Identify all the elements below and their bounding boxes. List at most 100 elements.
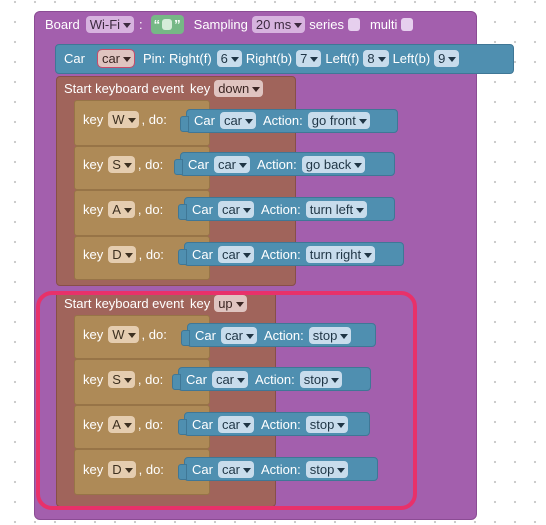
chevron-down-icon (294, 22, 303, 28)
key-handler-row: key S , do: (83, 371, 163, 388)
handler-key-value: A (112, 417, 121, 432)
handler-do-label: , do: (141, 326, 167, 342)
chevron-down-icon (124, 252, 133, 258)
action-value: go front (311, 113, 356, 128)
car-action-row: Car car Action: turn right (192, 246, 376, 263)
action-car-dropdown[interactable]: car (217, 416, 255, 433)
board-mode-value: Wi-Fi (89, 17, 121, 32)
handler-key-label: key (83, 461, 104, 477)
pin-right-f-label: Pin: Right(f) (143, 50, 212, 66)
block-connector (178, 464, 187, 480)
action-car-dropdown[interactable]: car (211, 371, 249, 388)
action-car-dropdown[interactable]: car (220, 327, 258, 344)
sampling-label: Sampling (193, 16, 248, 32)
action-label: Action: (261, 416, 301, 432)
key-state-dropdown[interactable]: up (214, 295, 247, 312)
chevron-down-icon (123, 162, 132, 168)
handler-do-label: , do: (137, 201, 164, 217)
handler-key-dropdown[interactable]: D (108, 461, 136, 478)
action-car-dropdown[interactable]: car (217, 246, 255, 263)
handler-do-label: , do: (138, 246, 164, 262)
handler-key-dropdown[interactable]: W (108, 326, 139, 343)
right-b-dropdown[interactable]: 7 (296, 50, 322, 67)
handler-do-label: , do: (137, 156, 164, 172)
car-action-row: Car car Action: stop (186, 371, 343, 388)
multi-checkbox[interactable] (401, 18, 414, 31)
string-quote-block[interactable]: “” (150, 15, 184, 34)
multi-label: multi (369, 16, 398, 32)
block-connector (172, 374, 181, 390)
action-dropdown[interactable]: go back (301, 156, 366, 173)
key-state-value: down (218, 81, 250, 96)
action-label: Action: (257, 156, 297, 172)
handler-key-dropdown[interactable]: D (108, 246, 136, 263)
handler-key-value: S (112, 157, 121, 172)
key-handler-row: key D , do: (83, 246, 164, 263)
event-key-label: key (189, 295, 211, 311)
action-car-label: Car (192, 416, 213, 432)
car-name-dropdown[interactable]: car (96, 49, 136, 68)
left-b-label: Left(b) (392, 50, 431, 66)
key-handler-row: key W , do: (83, 111, 167, 128)
block-connector (174, 159, 183, 175)
action-car-label: Car (194, 112, 215, 128)
action-label: Action: (261, 201, 301, 217)
action-dropdown[interactable]: stop (305, 461, 349, 478)
left-f-value: 8 (367, 51, 375, 66)
chevron-down-icon (340, 333, 349, 339)
action-dropdown[interactable]: stop (299, 371, 343, 388)
string-input[interactable] (162, 19, 173, 30)
action-car-dropdown[interactable]: car (217, 201, 255, 218)
action-value: stop (309, 462, 335, 477)
action-label: Action: (261, 246, 301, 262)
action-dropdown[interactable]: stop (305, 416, 349, 433)
handler-key-dropdown[interactable]: S (108, 156, 135, 173)
board-mode-dropdown[interactable]: Wi-Fi (85, 16, 135, 33)
key-handler-row: key W , do: (83, 326, 167, 343)
action-car-dropdown[interactable]: car (219, 112, 257, 129)
key-state-dropdown[interactable]: down (214, 80, 264, 97)
action-car-value: car (224, 328, 244, 343)
chevron-down-icon (123, 377, 132, 383)
handler-key-dropdown[interactable]: A (108, 201, 135, 218)
left-b-value: 9 (438, 51, 446, 66)
handler-key-dropdown[interactable]: A (108, 416, 135, 433)
key-handler-row: key S , do: (83, 156, 163, 173)
chevron-down-icon (123, 422, 132, 428)
handler-key-value: S (112, 372, 121, 387)
action-car-value: car (217, 157, 237, 172)
action-dropdown[interactable]: stop (308, 327, 352, 344)
key-handler-row: key D , do: (83, 461, 164, 478)
action-dropdown[interactable]: go front (307, 112, 370, 129)
left-f-dropdown[interactable]: 8 (363, 50, 389, 67)
handler-key-label: key (83, 416, 104, 432)
handler-do-label: , do: (137, 416, 164, 432)
series-checkbox[interactable] (347, 18, 360, 31)
board-colon: : (139, 16, 143, 32)
event-label: Start keyboard event (64, 295, 184, 311)
action-car-label: Car (192, 461, 213, 477)
action-dropdown[interactable]: turn left (305, 201, 368, 218)
action-car-dropdown[interactable]: car (213, 156, 251, 173)
action-car-value: car (215, 372, 235, 387)
chevron-down-icon (364, 252, 373, 258)
chevron-down-icon (239, 162, 248, 168)
action-value: stop (312, 328, 338, 343)
action-value: stop (309, 417, 335, 432)
block-connector (178, 204, 187, 220)
chevron-down-icon (235, 301, 244, 307)
action-car-label: Car (192, 201, 213, 217)
handler-key-dropdown[interactable]: S (108, 371, 135, 388)
action-value: turn right (309, 247, 362, 262)
chevron-down-icon (127, 332, 136, 338)
action-car-dropdown[interactable]: car (217, 461, 255, 478)
left-b-dropdown[interactable]: 9 (434, 50, 460, 67)
block-connector (180, 116, 189, 132)
car-action-row: Car car Action: go front (194, 112, 370, 129)
right-f-dropdown[interactable]: 6 (216, 50, 242, 67)
action-dropdown[interactable]: turn right (305, 246, 376, 263)
event-key-label: key (189, 80, 211, 96)
car-action-row: Car car Action: go back (188, 156, 366, 173)
handler-key-dropdown[interactable]: W (108, 111, 139, 128)
sampling-dropdown[interactable]: 20 ms (251, 16, 306, 33)
